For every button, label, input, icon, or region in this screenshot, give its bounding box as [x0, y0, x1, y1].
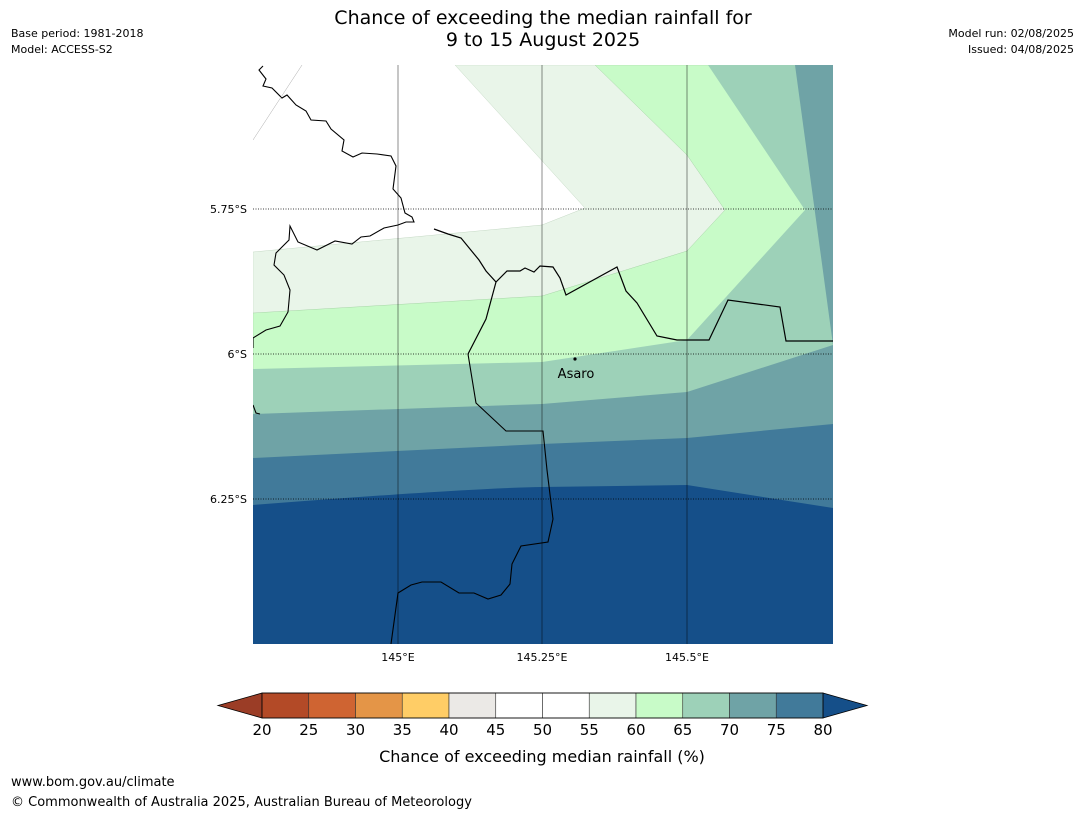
colorbar-tick-label: 80 [813, 721, 832, 739]
lat-label: 5.75°S [210, 203, 247, 216]
title-line-1: Chance of exceeding the median rainfall … [334, 7, 752, 29]
graticule [253, 65, 833, 644]
model-run-text: Model run: 02/08/2025 [948, 27, 1074, 40]
model-text: Model: ACCESS-S2 [11, 43, 113, 56]
lon-label: 145.25°E [517, 651, 568, 664]
colorbar-tick-label: 40 [439, 721, 458, 739]
longitude-labels: 145°E 145.25°E 145.5°E [381, 651, 709, 664]
footer-url: www.bom.gov.au/climate [11, 775, 175, 790]
colorbar: 20 25 30 35 40 45 50 55 60 65 70 75 80 [216, 692, 869, 739]
colorbar-swatch [308, 692, 356, 719]
lon-label: 145.5°E [665, 651, 709, 664]
run-info: Model run: 02/08/2025 Issued: 04/08/2025 [948, 26, 1074, 58]
latitude-labels: 5.75°S 6°S 6.25°S [210, 203, 247, 506]
coastline [253, 65, 554, 644]
issued-text: Issued: 04/08/2025 [967, 43, 1074, 56]
colorbar-under-arrow [216, 692, 263, 719]
colorbar-tick-label: 60 [626, 721, 645, 739]
colorbar-swatch [401, 692, 450, 719]
colorbar-tick-label: 65 [673, 721, 692, 739]
colorbar-tick-label: 25 [299, 721, 318, 739]
colorbar-swatch [635, 692, 684, 719]
place-marker [573, 357, 577, 361]
colorbar-swatch [448, 692, 497, 719]
colorbar-label: Chance of exceeding median rainfall (%) [379, 747, 705, 766]
colorbar-swatch [775, 692, 824, 719]
colorbar-outline [261, 692, 824, 719]
colorbar-swatch [355, 692, 403, 719]
colorbar-tick-label: 75 [767, 721, 786, 739]
map-title: Chance of exceeding the median rainfall … [243, 7, 843, 51]
title-line-2: 9 to 15 August 2025 [445, 29, 641, 51]
faint-boundary [253, 65, 303, 141]
colorbar-swatch [729, 692, 777, 719]
model-info: Base period: 1981-2018 Model: ACCESS-S2 [11, 26, 143, 58]
colorbar-swatch [261, 692, 310, 719]
colorbar-swatch [588, 692, 637, 719]
colorbar-tick-label: 70 [720, 721, 739, 739]
colorbar-tick-label: 30 [346, 721, 365, 739]
province-borders [433, 228, 833, 355]
band-over-80 [253, 485, 833, 644]
footer-copyright: © Commonwealth of Australia 2025, Austra… [11, 795, 472, 810]
place-label: Asaro [558, 367, 595, 382]
base-period-text: Base period: 1981-2018 [11, 27, 144, 40]
colorbar-swatch [682, 692, 730, 719]
colorbar-tick-label: 20 [252, 721, 271, 739]
colorbar-tick-label: 45 [486, 721, 505, 739]
colorbar-tick-label: 55 [580, 721, 599, 739]
colorbar-tick-label: 50 [533, 721, 552, 739]
colorbar-tick-label: 35 [393, 721, 412, 739]
map-panel: Asaro [253, 65, 833, 644]
lat-label: 6°S [228, 348, 247, 361]
colorbar-swatch [542, 692, 590, 719]
lon-label: 145°E [381, 651, 414, 664]
lat-label: 6.25°S [210, 493, 247, 506]
colorbar-swatch [495, 692, 543, 719]
colorbar-over-arrow [822, 692, 869, 719]
